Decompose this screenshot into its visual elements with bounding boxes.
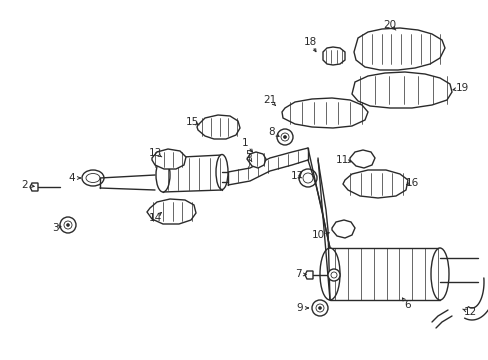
Ellipse shape — [303, 173, 312, 183]
Text: 8: 8 — [268, 127, 275, 137]
Text: 18: 18 — [303, 37, 316, 47]
Text: 15: 15 — [185, 117, 198, 127]
Ellipse shape — [156, 158, 170, 192]
Polygon shape — [349, 150, 374, 168]
Text: 14: 14 — [148, 213, 162, 223]
Polygon shape — [331, 220, 354, 238]
Polygon shape — [197, 115, 240, 139]
Polygon shape — [152, 149, 185, 169]
Text: 3: 3 — [52, 223, 58, 233]
Text: 5: 5 — [244, 150, 251, 160]
Ellipse shape — [327, 269, 339, 281]
Ellipse shape — [66, 224, 69, 226]
Text: 9: 9 — [296, 303, 303, 313]
Text: 19: 19 — [454, 83, 468, 93]
Ellipse shape — [82, 170, 104, 186]
Ellipse shape — [298, 169, 316, 187]
Polygon shape — [246, 152, 265, 168]
Ellipse shape — [430, 248, 448, 300]
Ellipse shape — [283, 135, 286, 139]
Ellipse shape — [311, 300, 327, 316]
Text: 2: 2 — [21, 180, 28, 190]
Text: 11: 11 — [335, 155, 348, 165]
Text: 7: 7 — [294, 269, 301, 279]
Ellipse shape — [216, 154, 227, 189]
Text: 4: 4 — [68, 173, 75, 183]
Ellipse shape — [319, 248, 339, 300]
Text: 16: 16 — [405, 178, 418, 188]
Ellipse shape — [281, 133, 288, 141]
Text: 21: 21 — [263, 95, 276, 105]
Polygon shape — [342, 170, 407, 198]
Ellipse shape — [86, 174, 100, 183]
Polygon shape — [30, 183, 38, 191]
Text: 10: 10 — [311, 230, 324, 240]
Text: 1: 1 — [241, 138, 248, 148]
Polygon shape — [351, 72, 451, 108]
Ellipse shape — [60, 217, 76, 233]
Ellipse shape — [276, 129, 292, 145]
Text: 20: 20 — [383, 20, 396, 30]
Text: 17: 17 — [290, 171, 303, 181]
Ellipse shape — [315, 304, 324, 312]
Polygon shape — [305, 271, 312, 279]
Text: 6: 6 — [404, 300, 410, 310]
Polygon shape — [147, 199, 196, 224]
Polygon shape — [323, 47, 345, 65]
Polygon shape — [353, 28, 444, 70]
Ellipse shape — [330, 272, 336, 278]
Text: 13: 13 — [148, 148, 162, 158]
Ellipse shape — [318, 306, 321, 310]
Polygon shape — [282, 98, 367, 128]
Text: 12: 12 — [463, 307, 476, 317]
Ellipse shape — [64, 221, 72, 229]
